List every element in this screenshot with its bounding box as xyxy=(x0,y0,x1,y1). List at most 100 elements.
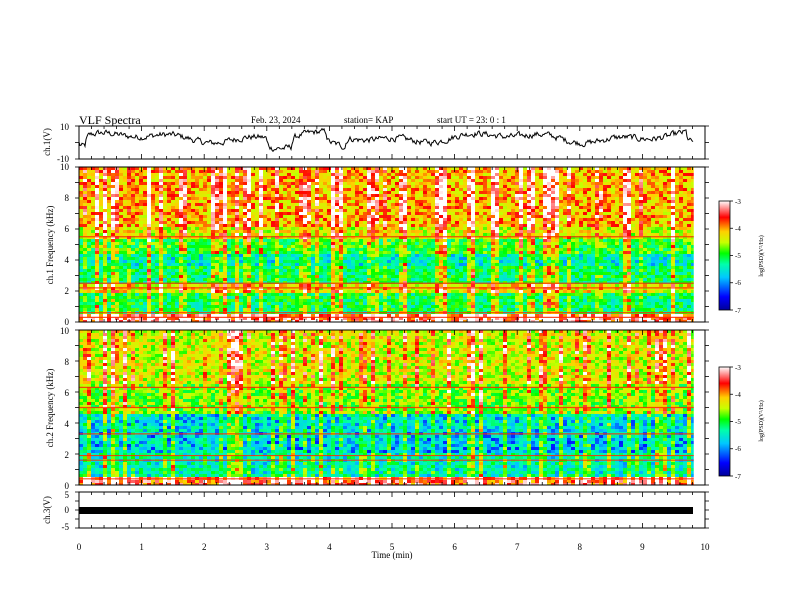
spectrogram-cell xyxy=(135,290,139,293)
spectrogram-cell xyxy=(319,230,323,233)
spectrogram-cell xyxy=(307,224,311,227)
spectrogram-cell xyxy=(311,200,315,203)
spectrogram-cell xyxy=(439,320,443,322)
spectrogram-cell xyxy=(147,239,151,242)
spectrogram-cell xyxy=(255,239,259,242)
spectrogram-cell xyxy=(199,167,203,170)
spectrogram-cell xyxy=(295,188,299,191)
spectrogram-cell xyxy=(187,242,191,245)
spectrogram-cell xyxy=(187,185,191,188)
spectrogram-cell xyxy=(291,290,295,293)
spectrogram-cell xyxy=(123,215,127,218)
spectrogram-cell xyxy=(183,200,187,203)
spectrogram-cell xyxy=(355,284,359,287)
spectrogram-cell xyxy=(199,224,203,227)
spectrogram-cell xyxy=(83,173,87,176)
spectrogram-cell xyxy=(315,290,319,293)
spectrogram-cell xyxy=(151,284,155,287)
spectrogram-cell xyxy=(299,188,303,191)
spectrogram-cell xyxy=(351,191,355,194)
spectrogram-cell xyxy=(391,197,395,200)
spectrogram-cell xyxy=(391,260,395,263)
spectrogram-cell xyxy=(323,269,327,272)
spectrogram-cell xyxy=(303,200,307,203)
spectrogram-cell xyxy=(431,257,435,260)
spectrogram-cell xyxy=(419,224,423,227)
spectrogram-cell xyxy=(347,278,351,281)
spectrogram-cell xyxy=(79,233,83,236)
spectrogram-cell xyxy=(299,206,303,209)
spectrogram-cell xyxy=(235,203,239,206)
spectrogram-cell xyxy=(183,266,187,269)
spectrogram-cell xyxy=(443,278,447,281)
spectrogram-cell xyxy=(175,230,179,233)
spectrogram-cell xyxy=(395,188,399,191)
spectrogram-cell xyxy=(355,299,359,302)
spectrogram-cell xyxy=(227,317,231,320)
spectrogram-cell xyxy=(99,179,103,182)
spectrogram-cell xyxy=(159,269,163,272)
spectrogram-cell xyxy=(103,203,107,206)
spectrogram-cell xyxy=(299,176,303,179)
spectrogram-cell xyxy=(171,173,175,176)
spectrogram-cell xyxy=(243,302,247,305)
spectrogram-cell xyxy=(119,266,123,269)
spectrogram-cell xyxy=(223,290,227,293)
spectrogram-cell xyxy=(243,293,247,296)
spectrogram-cell xyxy=(99,224,103,227)
spectrogram-cell xyxy=(167,224,171,227)
spectrogram-cell xyxy=(95,194,99,197)
spectrogram-cell xyxy=(135,272,139,275)
spectrogram-cell xyxy=(243,257,247,260)
spectrogram-cell xyxy=(363,254,367,257)
spectrogram-cell xyxy=(323,197,327,200)
spectrogram-cell xyxy=(395,308,399,311)
spectrogram-cell xyxy=(83,296,87,299)
spectrogram-cell xyxy=(175,182,179,185)
spectrogram-cell xyxy=(223,302,227,305)
spectrogram-cell xyxy=(179,230,183,233)
spectrogram-cell xyxy=(131,278,135,281)
spectrogram-cell xyxy=(271,248,275,251)
spectrogram-cell xyxy=(163,293,167,296)
spectrogram-cell xyxy=(87,209,91,212)
spectrogram-cell xyxy=(267,284,271,287)
spectrogram-cell xyxy=(167,281,171,284)
spectrogram-cell xyxy=(311,221,315,224)
spectrogram-cell xyxy=(383,191,387,194)
spectrogram-cell xyxy=(415,317,419,320)
spectrogram-cell xyxy=(299,218,303,221)
spectrogram-cell xyxy=(415,221,419,224)
spectrogram-cell xyxy=(327,278,331,281)
spectrogram-cell xyxy=(183,242,187,245)
spectrogram-cell xyxy=(327,314,331,317)
spectrogram-cell xyxy=(227,233,231,236)
spectrogram-cell xyxy=(259,233,263,236)
spectrogram-cell xyxy=(207,185,211,188)
spectrogram-cell xyxy=(347,170,351,173)
spectrogram-cell xyxy=(319,263,323,266)
spectrogram-cell xyxy=(327,203,331,206)
spectrogram-cell xyxy=(307,179,311,182)
spectrogram-cell xyxy=(311,215,315,218)
spectrogram-cell xyxy=(443,245,447,248)
spectrogram-cell xyxy=(399,227,403,230)
spectrogram-cell xyxy=(107,260,111,263)
spectrogram-cell xyxy=(171,257,175,260)
spectrogram-cell xyxy=(215,215,219,218)
spectrogram-cell xyxy=(339,314,343,317)
spectrogram-cell xyxy=(311,299,315,302)
spectrogram-cell xyxy=(155,290,159,293)
spectrogram-cell xyxy=(235,263,239,266)
spectrogram-cell xyxy=(423,230,427,233)
spectrogram-cell xyxy=(215,179,219,182)
spectrogram-cell xyxy=(243,170,247,173)
spectrogram-cell xyxy=(283,245,287,248)
spectrogram-cell xyxy=(351,212,355,215)
spectrogram-cell xyxy=(183,263,187,266)
spectrogram-cell xyxy=(283,305,287,308)
spectrogram-cell xyxy=(415,230,419,233)
spectrogram-cell xyxy=(439,188,443,191)
spectrogram-cell xyxy=(435,275,439,278)
spectrogram-cell xyxy=(179,302,183,305)
